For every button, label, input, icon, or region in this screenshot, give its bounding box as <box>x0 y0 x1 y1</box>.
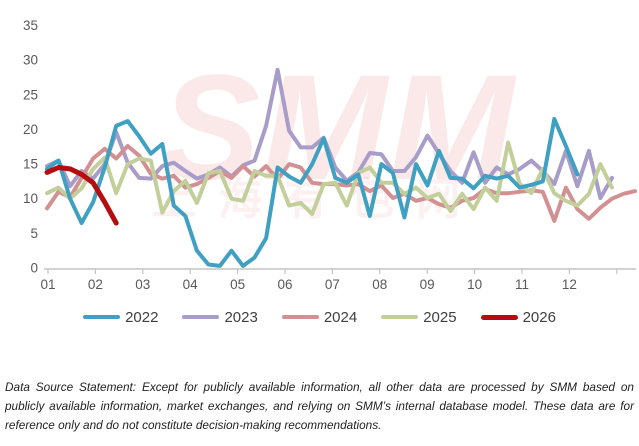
x-axis-label: 09 <box>420 277 435 292</box>
x-axis-label: 08 <box>372 277 387 292</box>
x-axis-label: 04 <box>183 277 199 292</box>
series-line-2023 <box>45 67 614 200</box>
legend-swatch <box>182 315 220 319</box>
legend-item-2024[interactable]: 2024 <box>281 308 358 326</box>
legend-swatch <box>281 315 319 319</box>
legend-swatch <box>83 315 121 319</box>
x-axis-label: 05 <box>230 277 245 292</box>
series-line-2024 <box>45 144 637 223</box>
x-axis-label: 02 <box>88 277 103 292</box>
legend-swatch <box>480 314 518 320</box>
x-axis-label: 07 <box>325 277 340 292</box>
x-axis-label: 10 <box>467 277 482 292</box>
legend-swatch <box>381 315 419 319</box>
y-axis-label: 30 <box>23 53 38 68</box>
chart-legend: 2022 2023 2024 2025 2026 <box>0 300 639 334</box>
data-source-statement: Data Source Statement: Except for public… <box>5 380 634 433</box>
legend-label: 2026 <box>522 308 556 326</box>
y-axis-label: 25 <box>23 87 38 102</box>
legend-item-2023[interactable]: 2023 <box>182 308 258 326</box>
x-axis-label: 01 <box>40 277 55 292</box>
y-axis-label: 10 <box>23 191 38 206</box>
legend-item-2022[interactable]: 2022 <box>83 309 158 326</box>
footer: Data Source Statement: Except for public… <box>5 378 634 435</box>
legend-item-2026[interactable]: 2026 <box>480 308 556 326</box>
legend-label: 2023 <box>224 308 258 326</box>
y-axis-label: 15 <box>23 157 38 172</box>
y-axis-label: 20 <box>23 122 38 137</box>
x-axis-label: 06 <box>277 277 292 292</box>
x-axis-label: 12 <box>562 277 577 292</box>
y-axis-label: 5 <box>30 226 38 241</box>
legend-label: 2022 <box>125 308 159 326</box>
x-axis-label: 11 <box>515 277 529 292</box>
x-axis-label: 03 <box>135 277 150 292</box>
line-chart: SMM 上海有色网 0 5 10 15 20 25 30 35 01 02 03 04 05 06 07 08… <box>23 18 637 292</box>
y-axis-label: 35 <box>23 18 38 33</box>
y-axis-label: 0 <box>30 261 38 276</box>
series-line-2022 <box>45 117 580 268</box>
series-line-2025 <box>45 140 614 216</box>
series-line-2026 <box>44 165 119 226</box>
legend-item-2025[interactable]: 2025 <box>381 308 457 326</box>
legend-label: 2024 <box>323 308 358 326</box>
legend-label: 2025 <box>423 308 457 326</box>
